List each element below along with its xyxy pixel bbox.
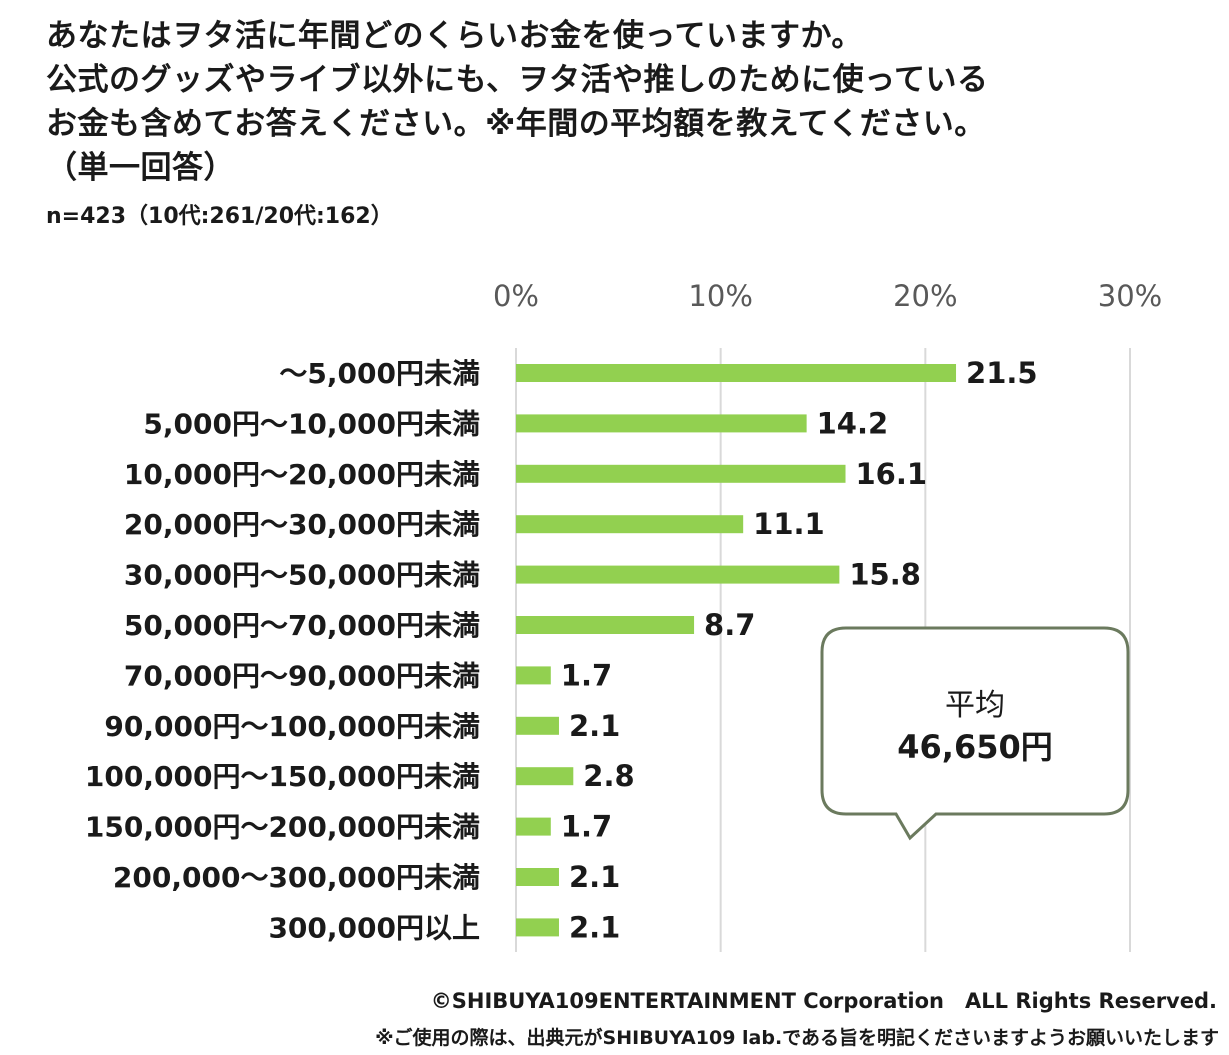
bar bbox=[516, 767, 574, 786]
data-label: 14.2 bbox=[817, 406, 889, 440]
category-label: 150,000円～200,000円未満 bbox=[85, 811, 480, 844]
bar bbox=[516, 918, 559, 937]
title-line-3: お金も含めてお答えください。※年間の平均額を教えてください。 bbox=[46, 106, 986, 142]
bar bbox=[516, 414, 807, 433]
category-label: 30,000円～50,000円未満 bbox=[124, 559, 480, 592]
category-label: 300,000円以上 bbox=[268, 911, 480, 944]
bar bbox=[516, 666, 551, 685]
category-label: 70,000円～90,000円未満 bbox=[124, 659, 480, 692]
average-value: 46,650円 bbox=[897, 728, 1053, 766]
category-label: 20,000円～30,000円未満 bbox=[124, 508, 480, 541]
bar bbox=[516, 515, 744, 534]
data-label: 21.5 bbox=[966, 356, 1038, 390]
bar bbox=[516, 565, 840, 584]
category-label: 50,000円～70,000円未満 bbox=[124, 609, 480, 642]
x-tick-label: 10% bbox=[688, 279, 752, 313]
data-label: 8.7 bbox=[704, 608, 755, 642]
data-label: 11.1 bbox=[753, 507, 825, 541]
x-tick-label: 0% bbox=[493, 279, 539, 313]
bar bbox=[516, 817, 551, 836]
x-tick-label: 30% bbox=[1098, 279, 1162, 313]
category-label: 100,000円～150,000円未満 bbox=[85, 760, 480, 793]
sample-size-note: n=423（10代:261/20代:162） bbox=[46, 204, 393, 229]
bar bbox=[516, 464, 846, 483]
usage-notice: ※ご使用の際は、出典元がSHIBUYA109 lab.である旨を明記くださいます… bbox=[375, 1027, 1219, 1049]
category-label: 5,000円～10,000円未満 bbox=[143, 407, 480, 440]
title-line-4: （単一回答） bbox=[46, 150, 235, 186]
bar bbox=[516, 616, 695, 634]
data-label: 15.8 bbox=[849, 558, 921, 592]
category-label: ～5,000円未満 bbox=[279, 357, 480, 390]
chart-title: あなたはヲタ活に年間どのくらいお金を使っていますか。 公式のグッズやライブ以外に… bbox=[46, 14, 1216, 190]
bar bbox=[516, 364, 957, 382]
data-label: 2.1 bbox=[569, 910, 620, 944]
data-label: 1.7 bbox=[561, 658, 612, 692]
data-label: 2.8 bbox=[583, 759, 634, 793]
average-label: 平均 bbox=[945, 688, 1005, 723]
data-label: 1.7 bbox=[561, 810, 612, 844]
title-line-2: 公式のグッズやライブ以外にも、ヲタ活や推しのために使っている bbox=[46, 62, 989, 98]
data-label: 2.1 bbox=[569, 709, 620, 743]
category-label: 200,000～300,000円未満 bbox=[113, 861, 480, 894]
copyright-notice: ©SHIBUYA109ENTERTAINMENT Corporation ALL… bbox=[430, 989, 1217, 1013]
average-callout-bubble bbox=[820, 626, 1130, 841]
data-label: 2.1 bbox=[569, 860, 620, 894]
category-label: 10,000円～20,000円未満 bbox=[124, 458, 480, 491]
x-tick-label: 20% bbox=[893, 279, 957, 313]
bar bbox=[516, 868, 559, 886]
bar bbox=[516, 716, 559, 735]
title-line-1: あなたはヲタ活に年間どのくらいお金を使っていますか。 bbox=[46, 18, 863, 54]
category-label: 90,000円～100,000円未満 bbox=[104, 710, 480, 743]
data-label: 16.1 bbox=[856, 457, 928, 491]
